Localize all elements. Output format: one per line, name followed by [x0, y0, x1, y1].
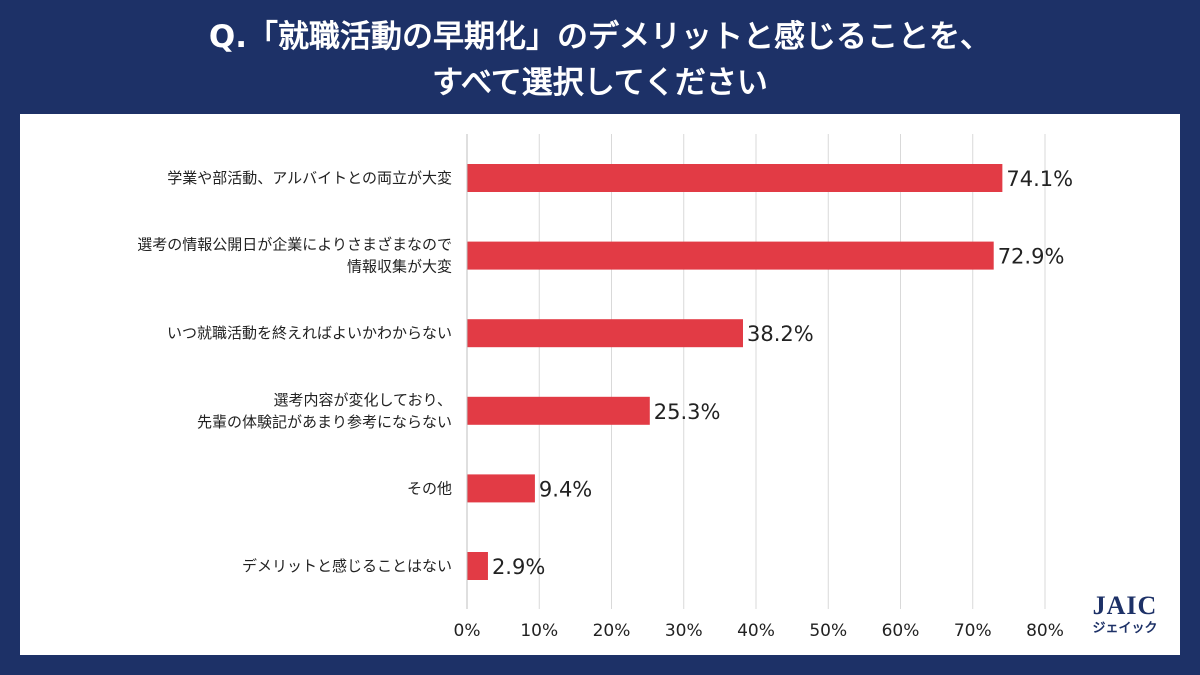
data-label: 38.2%	[747, 322, 814, 346]
category-label: 先輩の体験記があまり参考にならない	[197, 413, 452, 431]
logo-sub-text: ジェイック	[1092, 621, 1158, 636]
bar	[467, 319, 743, 348]
category-label: 情報収集が大変	[347, 258, 452, 276]
data-label: 74.1%	[1006, 167, 1073, 191]
category-label: デメリットと感じることはない	[242, 557, 452, 575]
x-tick-label: 80%	[1026, 621, 1064, 641]
bar	[467, 552, 488, 580]
x-tick-label: 10%	[520, 621, 558, 641]
data-label: 25.3%	[654, 400, 721, 424]
bar	[467, 241, 994, 270]
category-label: いつ就職活動を終えればよいかわからない	[167, 324, 452, 342]
x-tick-label: 20%	[593, 621, 631, 641]
category-label: 選考の情報公開日が企業によりさまざまなので	[137, 236, 452, 254]
x-tick-label: 60%	[882, 621, 920, 641]
category-label: 学業や部活動、アルバイトとの両立が大変	[167, 169, 452, 187]
chart-title-line-2: すべて選択してください	[432, 65, 768, 101]
bar	[467, 474, 535, 503]
x-tick-label: 0%	[454, 621, 481, 641]
category-label: 選考内容が変化しており、	[273, 391, 452, 409]
x-tick-label: 50%	[809, 621, 847, 641]
bar-chart: 0% 10% 20% 30% 40% 50% 60% 70% 80% 74.1% 学業や部活動、アル…	[137, 134, 1073, 641]
bar	[467, 164, 1003, 192]
jaic-logo: JAIC ジェイック	[1080, 592, 1170, 648]
x-tick-label: 40%	[737, 621, 775, 641]
bar	[467, 396, 650, 425]
chart-title-line-1: Q.「就職活動の早期化」のデメリットと感じることを、	[208, 19, 992, 55]
data-label: 9.4%	[539, 477, 592, 501]
logo-main-text: JAIC	[1092, 591, 1158, 620]
chart-title: Q.「就職活動の早期化」のデメリットと感じることを、 すべて選択してください	[0, 14, 1200, 106]
x-tick-label: 30%	[665, 621, 703, 641]
chart-panel: 0% 10% 20% 30% 40% 50% 60% 70% 80% 74.1% 学業や部活動、アル…	[20, 114, 1180, 655]
category-label: その他	[407, 479, 452, 497]
data-label: 2.9%	[492, 555, 545, 579]
x-tick-label: 70%	[954, 621, 992, 641]
data-label: 72.9%	[998, 245, 1065, 269]
